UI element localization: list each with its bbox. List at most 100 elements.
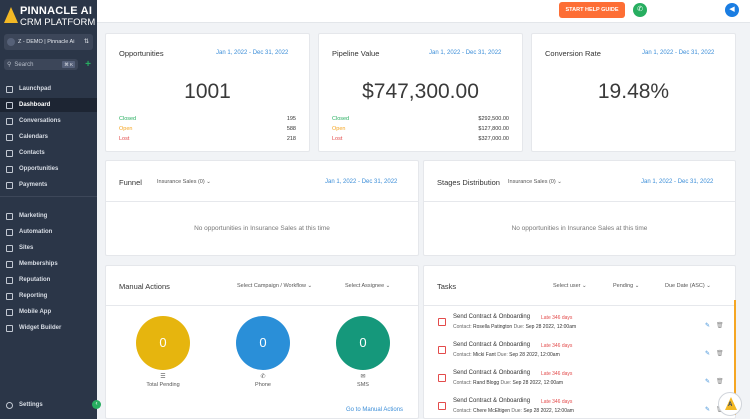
counter-total-pending[interactable]: 0	[136, 316, 190, 370]
calendar-icon	[6, 133, 13, 141]
sidebar-item-mobile-app[interactable]: Mobile App	[0, 305, 97, 319]
due-label: Due:	[500, 380, 512, 386]
list-icon: ☰	[160, 374, 166, 380]
edit-icon[interactable]: ✎	[705, 351, 711, 357]
opportunities-icon	[6, 165, 13, 173]
tasks-scrollbar[interactable]	[734, 300, 736, 415]
account-switcher[interactable]: Z - DEMO | Pinnacle Ai ⇅	[4, 34, 93, 50]
edit-icon[interactable]: ✎	[705, 379, 711, 385]
phone-icon[interactable]: ✆	[633, 3, 647, 17]
edit-icon[interactable]: ✎	[705, 407, 711, 413]
date-range[interactable]: Jan 1, 2022 - Dec 31, 2022	[216, 50, 289, 56]
chevron-down-icon: ⌄	[206, 179, 211, 185]
account-name: Z - DEMO | Pinnacle Ai	[18, 39, 75, 45]
task-row[interactable]: Send Contract & Onboarding Late 346 days C…	[424, 310, 735, 338]
sidebar-item-reputation[interactable]: Reputation	[0, 273, 97, 287]
search-placeholder: Search	[14, 61, 34, 68]
contact-label: Contact:	[453, 408, 472, 414]
task-row[interactable]: Send Contract & Onboarding Late 346 days C…	[424, 338, 735, 366]
trash-icon[interactable]: 🗑	[716, 351, 724, 357]
date-range[interactable]: Jan 1, 2022 - Dec 31, 2022	[429, 50, 502, 56]
pipeline-select[interactable]: Insurance Sales (0) ⌄	[508, 179, 562, 185]
trash-icon[interactable]: 🗑	[716, 323, 724, 329]
sidebar-item-settings[interactable]: Settings	[0, 398, 97, 412]
chevron-down-icon: ⌄	[582, 283, 587, 289]
mobile-icon	[6, 308, 13, 316]
search-input[interactable]: ⚲ Search ⌘ K	[4, 59, 78, 70]
task-checkbox[interactable]	[438, 346, 446, 354]
edit-icon[interactable]: ✎	[705, 323, 711, 329]
task-title[interactable]: Send Contract & Onboarding	[453, 398, 531, 404]
empty-state: No opportunities in Insurance Sales at t…	[194, 225, 330, 232]
trash-icon[interactable]: 🗑	[716, 379, 724, 385]
sidebar-item-opportunities[interactable]: Opportunities	[0, 162, 97, 176]
task-row[interactable]: Send Contract & Onboarding Late 346 days C…	[424, 366, 735, 394]
task-title[interactable]: Send Contract & Onboarding	[453, 342, 531, 348]
sort-select[interactable]: Due Date (ASC) ⌄	[665, 283, 711, 289]
sidebar-item-payments[interactable]: Payments	[0, 178, 97, 192]
collapse-sidebar-button[interactable]: ‹	[92, 400, 101, 409]
sidebar-item-dashboard[interactable]: Dashboard	[0, 98, 97, 112]
date-range[interactable]: Jan 1, 2022 - Dec 31, 2022	[641, 179, 714, 185]
campaign-workflow-select[interactable]: Select Campaign / Workflow ⌄	[237, 283, 312, 289]
status-select[interactable]: Pending ⌄	[613, 283, 639, 289]
sidebar-item-launchpad[interactable]: Launchpad	[0, 82, 97, 96]
start-help-guide-button[interactable]: START HELP GUIDE	[559, 2, 625, 18]
sidebar-item-memberships[interactable]: Memberships	[0, 257, 97, 271]
task-checkbox[interactable]	[438, 318, 446, 326]
payments-icon	[6, 181, 13, 189]
pipeline-select[interactable]: Insurance Sales (0) ⌄	[157, 179, 211, 185]
chart-icon	[6, 292, 13, 300]
assignee-select[interactable]: Select Assignee ⌄	[345, 283, 390, 289]
breakdown-label: Lost	[332, 136, 343, 142]
task-late-badge: Late 346 days	[541, 343, 573, 349]
pipeline-select-value: Insurance Sales (0)	[157, 179, 205, 185]
task-contact[interactable]: Chere McEltigen	[473, 408, 510, 414]
sites-icon	[6, 244, 13, 252]
task-contact[interactable]: Rand Blogg	[473, 380, 500, 386]
task-row[interactable]: Send Contract & Onboarding Late 346 days C…	[424, 394, 735, 418]
sidebar-item-label: Mobile App	[19, 309, 52, 315]
date-range[interactable]: Jan 1, 2022 - Dec 31, 2022	[325, 179, 398, 185]
stages-distribution-card: Stages Distribution Insurance Sales (0) …	[423, 160, 736, 256]
task-contact[interactable]: Micki Fant	[473, 352, 496, 358]
task-late-badge: Late 346 days	[541, 315, 573, 321]
counter-sms[interactable]: 0	[336, 316, 390, 370]
assistant-letter: A	[728, 402, 733, 408]
user-select[interactable]: Select user ⌄	[553, 283, 587, 289]
sidebar-item-label: Opportunities	[19, 166, 59, 172]
task-late-badge: Late 346 days	[541, 399, 573, 405]
sidebar-item-calendars[interactable]: Calendars	[0, 130, 97, 144]
card-title: Tasks	[437, 282, 457, 291]
sidebar-item-widget-builder[interactable]: Widget Builder	[0, 321, 97, 335]
sidebar-item-sites[interactable]: Sites	[0, 241, 97, 255]
counter-phone[interactable]: 0	[236, 316, 290, 370]
contact-label: Contact:	[453, 324, 472, 330]
sidebar-item-contacts[interactable]: Contacts	[0, 146, 97, 160]
task-checkbox[interactable]	[438, 402, 446, 410]
pinnacle-assistant-button[interactable]: A	[718, 392, 742, 416]
due-label: Due:	[511, 408, 522, 414]
sidebar-item-reporting[interactable]: Reporting	[0, 289, 97, 303]
sidebar-item-marketing[interactable]: Marketing	[0, 209, 97, 223]
task-title[interactable]: Send Contract & Onboarding	[453, 314, 531, 320]
task-contact[interactable]: Rosella Patington	[473, 324, 513, 330]
quick-add-button[interactable]: +	[85, 59, 91, 70]
sidebar-item-automation[interactable]: Automation	[0, 225, 97, 239]
task-due-date: Sep 28 2022, 12:00am	[523, 408, 574, 414]
memberships-icon	[6, 260, 13, 268]
go-to-manual-actions-link[interactable]: Go to Manual Actions	[346, 407, 404, 413]
megaphone-icon[interactable]: ◀	[725, 3, 739, 17]
task-title[interactable]: Send Contract & Onboarding	[453, 370, 531, 376]
sidebar-item-conversations[interactable]: Conversations	[0, 114, 97, 128]
breakdown-label: Open	[332, 126, 346, 132]
breakdown-label: Open	[119, 126, 133, 132]
sidebar-item-label: Launchpad	[19, 86, 52, 92]
opportunities-card: Opportunities Jan 1, 2022 - Dec 31, 2022…	[105, 33, 310, 152]
task-checkbox[interactable]	[438, 374, 446, 382]
date-range[interactable]: Jan 1, 2022 - Dec 31, 2022	[642, 50, 715, 56]
manual-actions-card: Manual Actions Select Campaign / Workflo…	[105, 265, 419, 419]
breakdown-value: $327,000.00	[478, 136, 509, 142]
brand-logo[interactable]: PINNACLE AI CRM PLATFORM	[4, 5, 95, 31]
